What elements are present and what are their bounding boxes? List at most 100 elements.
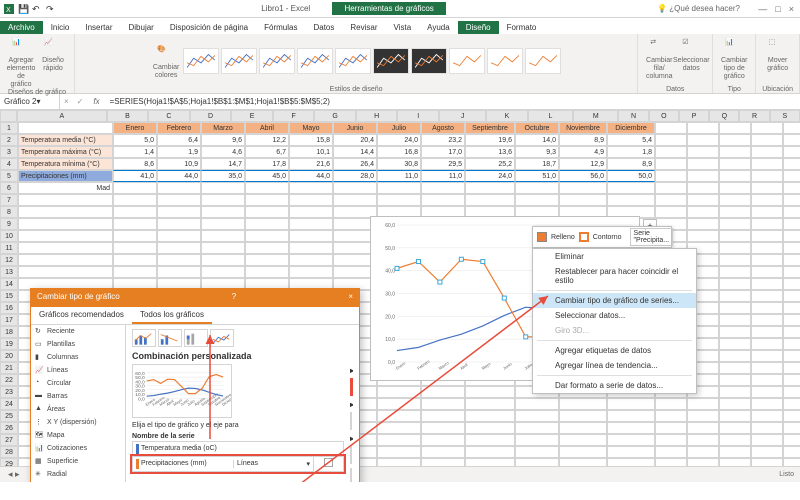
cell[interactable] (719, 278, 751, 290)
cell[interactable] (377, 182, 421, 194)
cell[interactable]: Temperatura mínima (°C) (18, 158, 113, 170)
tab-disposición-de-página[interactable]: Disposición de página (162, 21, 256, 34)
cell[interactable] (421, 398, 465, 410)
cell[interactable]: Agosto (421, 122, 465, 134)
combo-type-2[interactable] (158, 329, 182, 347)
cell[interactable]: 56,0 (559, 170, 607, 182)
combo-type-3[interactable] (184, 329, 208, 347)
cell[interactable] (201, 218, 245, 230)
cell[interactable] (751, 122, 783, 134)
cell[interactable]: Mad (18, 182, 113, 194)
tell-me[interactable]: 💡 ¿Qué desea hacer? (647, 4, 750, 13)
tab-diseño[interactable]: Diseño (458, 21, 499, 34)
charttype-radial[interactable]: ✳Radial (31, 468, 125, 481)
cell[interactable]: 14,0 (515, 134, 559, 146)
col-header-K[interactable]: K (486, 110, 528, 122)
cell[interactable] (559, 422, 607, 434)
cell[interactable] (157, 254, 201, 266)
ctx-cambiartipodegrficod[interactable]: Cambiar tipo de gráfico de series... (533, 293, 696, 308)
cell[interactable] (719, 146, 751, 158)
cell[interactable] (377, 434, 421, 446)
cell[interactable] (245, 254, 289, 266)
save-icon[interactable]: 💾 (18, 4, 28, 14)
cell[interactable] (751, 290, 783, 302)
cell[interactable]: 12,2 (245, 134, 289, 146)
cell[interactable]: 24,0 (377, 134, 421, 146)
cell[interactable] (783, 326, 800, 338)
cell[interactable] (559, 446, 607, 458)
cell[interactable]: 11,0 (421, 170, 465, 182)
row-header-5[interactable]: 5 (0, 170, 18, 182)
cell[interactable] (751, 170, 783, 182)
cell[interactable] (289, 182, 333, 194)
cell[interactable] (719, 386, 751, 398)
series-selector[interactable]: Serie "Precipita... (630, 228, 674, 246)
tab-ayuda[interactable]: Ayuda (419, 21, 458, 34)
cell[interactable]: 17,0 (421, 146, 465, 158)
cell[interactable] (377, 410, 421, 422)
cell[interactable] (377, 194, 421, 206)
cell[interactable]: 5,4 (607, 134, 655, 146)
cell[interactable]: Noviembre (559, 122, 607, 134)
cell[interactable] (687, 218, 719, 230)
charttype-columnas[interactable]: ▮Columnas (31, 351, 125, 364)
cell[interactable] (113, 194, 157, 206)
cell[interactable] (655, 446, 687, 458)
cell[interactable]: 13,6 (465, 146, 515, 158)
row-header-6[interactable]: 6 (0, 182, 18, 194)
row-header-15[interactable]: 15 (0, 290, 18, 302)
row-header-12[interactable]: 12 (0, 254, 18, 266)
cell[interactable]: Mayo (289, 122, 333, 134)
cell[interactable] (157, 218, 201, 230)
cell[interactable] (751, 434, 783, 446)
cell[interactable] (655, 182, 687, 194)
cell[interactable] (719, 350, 751, 362)
cell[interactable] (687, 410, 719, 422)
cell[interactable] (18, 218, 113, 230)
col-header-N[interactable]: N (618, 110, 648, 122)
cell[interactable] (289, 218, 333, 230)
tab-vista[interactable]: Vista (386, 21, 420, 34)
cell[interactable] (751, 362, 783, 374)
cell[interactable] (201, 230, 245, 242)
cell[interactable] (687, 122, 719, 134)
row-header-11[interactable]: 11 (0, 242, 18, 254)
style-thumb-4[interactable] (297, 48, 333, 74)
tab-revisar[interactable]: Revisar (342, 21, 385, 34)
cell[interactable] (465, 194, 515, 206)
cell[interactable]: 24,0 (465, 170, 515, 182)
cell[interactable] (751, 410, 783, 422)
cell[interactable]: Marzo (201, 122, 245, 134)
cell[interactable] (515, 434, 559, 446)
style-thumb-8[interactable] (449, 48, 485, 74)
fill-color-button[interactable] (537, 229, 547, 245)
charttype-barras[interactable]: ▬Barras (31, 390, 125, 403)
cell[interactable]: Temperatura máxima (°C) (18, 146, 113, 158)
cell[interactable] (719, 194, 751, 206)
row-header-13[interactable]: 13 (0, 266, 18, 278)
select-data-button[interactable]: ☑Seleccionar datos (676, 36, 706, 86)
cell[interactable] (157, 242, 201, 254)
cell[interactable]: 41,0 (113, 170, 157, 182)
cell[interactable] (289, 254, 333, 266)
cell[interactable] (783, 446, 800, 458)
col-header-F[interactable]: F (273, 110, 315, 122)
cell[interactable] (157, 266, 201, 278)
cell[interactable] (783, 218, 800, 230)
cell[interactable]: 23,2 (421, 134, 465, 146)
cell[interactable]: Julio (377, 122, 421, 134)
cell[interactable] (783, 434, 800, 446)
cell[interactable] (783, 194, 800, 206)
cell[interactable] (719, 314, 751, 326)
minimize-icon[interactable]: — (758, 4, 767, 14)
tab-datos[interactable]: Datos (305, 21, 342, 34)
tab-dibujar[interactable]: Dibujar (121, 21, 162, 34)
cell[interactable] (607, 446, 655, 458)
cell[interactable] (719, 218, 751, 230)
cell[interactable] (245, 230, 289, 242)
combo-type-4[interactable] (210, 329, 234, 347)
cell[interactable] (687, 398, 719, 410)
cell[interactable] (751, 266, 783, 278)
cell[interactable] (719, 170, 751, 182)
cell[interactable] (655, 134, 687, 146)
